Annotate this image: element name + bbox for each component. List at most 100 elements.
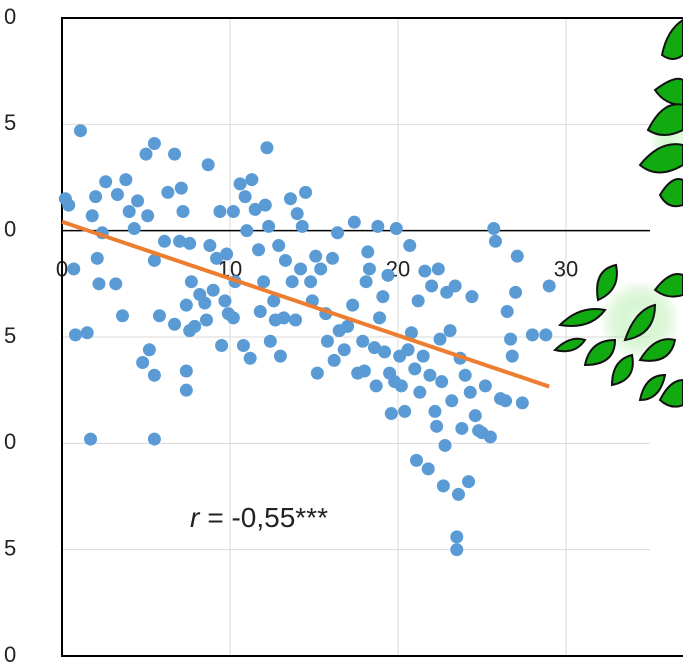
scatter-point bbox=[210, 251, 224, 265]
scatter-point bbox=[483, 430, 497, 444]
scatter-point bbox=[413, 385, 427, 399]
scatter-point bbox=[245, 173, 259, 187]
scatter-point bbox=[367, 341, 381, 355]
scatter-point bbox=[443, 324, 457, 338]
scatter-point bbox=[416, 349, 430, 363]
scatter-point bbox=[309, 249, 323, 263]
scatter-point bbox=[99, 175, 113, 189]
y-tick-label: 5 bbox=[4, 110, 16, 135]
scatter-point bbox=[425, 279, 439, 293]
scatter-point bbox=[357, 364, 371, 378]
scatter-point bbox=[294, 262, 308, 276]
scatter-point bbox=[213, 205, 227, 219]
scatter-point bbox=[337, 343, 351, 357]
scatter-point bbox=[418, 264, 432, 278]
scatter-point bbox=[289, 313, 303, 327]
scatter-point bbox=[504, 332, 518, 346]
y-tick-label: 5 bbox=[4, 323, 16, 348]
y-tick-label: 5 bbox=[4, 535, 16, 560]
scatter-point bbox=[525, 328, 539, 342]
annotation-variable: r bbox=[190, 502, 201, 533]
scatter-point bbox=[371, 219, 385, 233]
scatter-point bbox=[450, 543, 464, 557]
scatter-point bbox=[423, 368, 437, 382]
scatter-point bbox=[325, 251, 339, 265]
scatter-point bbox=[359, 275, 373, 289]
scatter-point bbox=[373, 311, 387, 325]
scatter-point bbox=[262, 219, 276, 233]
scatter-point bbox=[438, 438, 452, 452]
scatter-point bbox=[131, 194, 145, 208]
scatter-point bbox=[90, 251, 104, 265]
scatter-point bbox=[320, 334, 334, 348]
scatter-point bbox=[161, 185, 175, 199]
scatter-point bbox=[463, 385, 477, 399]
scatter-point bbox=[142, 343, 156, 357]
scatter-point bbox=[147, 432, 161, 446]
scatter-point bbox=[201, 158, 215, 172]
scatter-point bbox=[139, 147, 153, 161]
scatter-point bbox=[243, 351, 257, 365]
scatter-point bbox=[253, 304, 267, 318]
scatter-point bbox=[157, 234, 171, 248]
annotation: r = -0,55*** bbox=[190, 502, 328, 533]
scatter-point bbox=[203, 239, 217, 253]
scatter-point bbox=[257, 275, 271, 289]
scatter-point bbox=[346, 298, 360, 312]
scatter-point bbox=[314, 262, 328, 276]
scatter-point bbox=[226, 311, 240, 325]
scatter-point bbox=[398, 404, 412, 418]
scatter-point bbox=[236, 339, 250, 353]
scatter-point bbox=[421, 462, 435, 476]
y-tick-label: 0 bbox=[4, 429, 16, 454]
y-tick-label: 0 bbox=[4, 4, 16, 29]
scatter-point bbox=[147, 368, 161, 382]
scatter-point bbox=[409, 453, 423, 467]
scatter-point bbox=[152, 309, 166, 323]
scatter-point bbox=[184, 275, 198, 289]
scatter-point bbox=[68, 328, 82, 342]
scatter-point bbox=[248, 202, 262, 216]
scatter-point bbox=[462, 475, 476, 489]
scatter-point bbox=[218, 294, 232, 308]
scatter-point bbox=[215, 339, 229, 353]
scatter-point bbox=[450, 530, 464, 544]
scatter-point bbox=[488, 234, 502, 248]
scatter-point bbox=[226, 205, 240, 219]
scatter-point bbox=[115, 309, 129, 323]
scatter-point bbox=[455, 421, 469, 435]
scatter-point bbox=[119, 173, 133, 187]
scatter-point bbox=[252, 243, 266, 257]
scatter-point bbox=[188, 319, 202, 333]
scatter-point bbox=[89, 190, 103, 204]
scatter-point bbox=[539, 328, 553, 342]
scatter-point bbox=[238, 190, 252, 204]
scatter-point bbox=[84, 432, 98, 446]
scatter-point bbox=[179, 383, 193, 397]
scatter-point bbox=[310, 366, 324, 380]
scatter-point bbox=[369, 379, 383, 393]
scatter-point bbox=[67, 262, 81, 276]
scatter-point bbox=[299, 185, 313, 199]
scatter-point bbox=[110, 188, 124, 202]
scatter-point bbox=[220, 247, 234, 261]
scatter-point bbox=[179, 364, 193, 378]
scatter-point bbox=[510, 249, 524, 263]
scatter-point bbox=[381, 268, 395, 282]
scatter-point bbox=[515, 396, 529, 410]
scatter-point bbox=[198, 296, 212, 310]
scatter-point bbox=[85, 209, 99, 223]
scatter-point bbox=[122, 205, 136, 219]
scatter-point bbox=[285, 275, 299, 289]
scatter-point bbox=[168, 147, 182, 161]
scatter-point bbox=[263, 334, 277, 348]
scatter-point bbox=[378, 345, 392, 359]
scatter-point bbox=[341, 319, 355, 333]
leaf-decoration bbox=[553, 18, 683, 408]
scatter-point bbox=[283, 192, 297, 206]
scatter-point bbox=[127, 222, 141, 236]
scatter-point bbox=[62, 198, 76, 212]
plot-border bbox=[61, 17, 683, 657]
